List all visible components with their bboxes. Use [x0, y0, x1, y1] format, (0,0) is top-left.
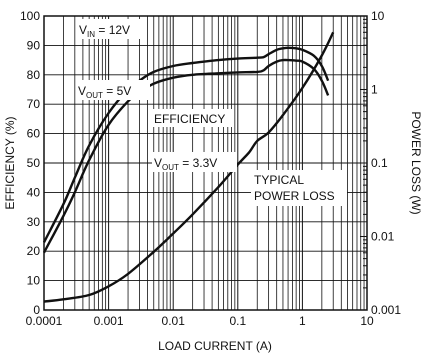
series-line-loss	[43, 31, 335, 303]
x-tick-label: 1	[299, 314, 306, 328]
x-tick-label: 0.1	[229, 314, 246, 328]
vout33-label: VOUT = 3.3V	[154, 156, 217, 172]
y2-tick-label: 0.1	[371, 156, 388, 170]
series-line-eff5	[42, 46, 330, 243]
series-lines	[42, 31, 335, 303]
vout5-label-bg	[76, 80, 150, 100]
plot-frame	[43, 15, 368, 311]
y-tick-label: 30	[27, 215, 41, 229]
x-tick-label: 0.01	[162, 314, 186, 328]
power-loss-label-line2: POWER LOSS	[254, 189, 335, 203]
vout5-label: VOUT = 5V	[78, 84, 131, 100]
y-tick-label: 100	[20, 9, 40, 23]
efficiency-label-bg	[152, 109, 234, 127]
grid	[43, 16, 367, 311]
y-tick-label: 90	[27, 38, 41, 52]
x-tick-label: 10	[360, 314, 374, 328]
y2-tick-label: 0.001	[371, 303, 401, 317]
y2-tick-label: 1	[371, 83, 378, 97]
y-tick-label: 60	[27, 127, 41, 141]
efficiency-label: EFFICIENCY	[154, 112, 225, 126]
y-axis-label: EFFICIENCY (%)	[3, 116, 17, 209]
x-tick-label: 0.0001	[26, 314, 63, 328]
y2-tick-label: 10	[371, 9, 385, 23]
power-loss-label-bg	[251, 170, 347, 206]
y-tick-label: 10	[27, 274, 41, 288]
y-tick-label: 70	[27, 97, 41, 111]
tick-labels: 0.0001 0.001 0.01 0.1 1 100102030405060708090…	[20, 9, 401, 328]
y-tick-label: 80	[27, 68, 41, 82]
power-loss-label-line1: TYPICAL	[254, 173, 304, 187]
y2-axis-label: POWER LOSS (W)	[409, 111, 423, 214]
y2-tick-label: 0.01	[371, 230, 395, 244]
x-tick-label: 0.001	[94, 314, 124, 328]
y-tick-label: 20	[27, 244, 41, 258]
vin-label: VIN = 12V	[79, 23, 130, 39]
y-tick-label: 0	[33, 303, 40, 317]
series-line-eff33	[42, 58, 330, 254]
y-tick-label: 50	[27, 156, 41, 170]
y-tick-label: 40	[27, 185, 41, 199]
vin-label-bg	[77, 19, 147, 39]
vout33-label-bg	[152, 152, 237, 172]
x-axis-label: LOAD CURRENT (A)	[158, 339, 272, 353]
